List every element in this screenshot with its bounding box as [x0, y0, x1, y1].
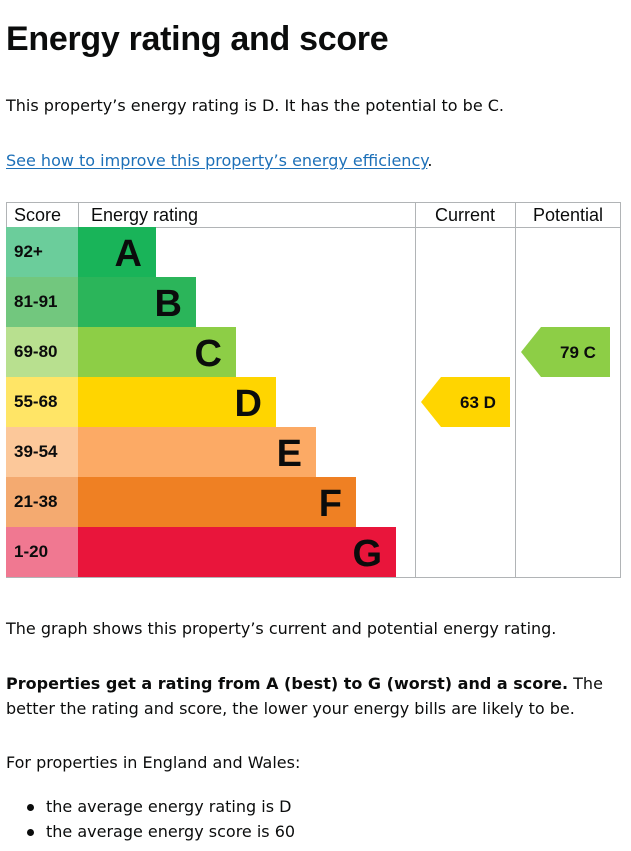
rating-explanation: Properties get a rating from A (best) to…: [6, 671, 624, 721]
rating-bar-a: [78, 227, 156, 277]
score-range-d: 55-68: [14, 392, 57, 411]
score-range-e: 39-54: [14, 442, 58, 461]
rating-letter-f: F: [319, 483, 342, 525]
score-cell-f: [6, 477, 78, 527]
rating-bar-g: [78, 527, 396, 577]
average-rating-item: the average energy rating is D: [6, 794, 295, 819]
rating-bar-d: [78, 377, 276, 427]
average-list: the average energy rating is D the avera…: [6, 794, 295, 844]
potential-rating-arrow: [521, 327, 610, 377]
header-current: Current: [435, 205, 495, 225]
potential-rating-label: 79 C: [560, 343, 596, 362]
header-score: Score: [14, 205, 61, 225]
score-range-a: 92+: [14, 242, 43, 261]
score-range-f: 21-38: [14, 492, 57, 511]
rating-bar-c: [78, 327, 236, 377]
rating-letter-b: B: [155, 283, 182, 325]
score-range-g: 1-20: [14, 542, 48, 561]
score-cell-c: [6, 327, 78, 377]
rating-letter-e: E: [277, 433, 302, 475]
energy-rating-chart: Score Energy rating Current Potential 92+ A 81…: [6, 202, 621, 578]
rating-letter-a: A: [115, 233, 142, 275]
rating-bar-e: [78, 427, 316, 477]
average-score-item: the average energy score is 60: [6, 819, 295, 844]
score-cell-g: [6, 527, 78, 577]
rating-letter-c: C: [195, 333, 222, 375]
region-note: For properties in England and Wales:: [6, 753, 301, 772]
current-rating-arrow: [421, 377, 510, 427]
current-rating-label: 63 D: [460, 393, 496, 412]
score-cell-b: [6, 277, 78, 327]
score-cell-d: [6, 377, 78, 427]
rating-letter-g: G: [352, 533, 382, 575]
score-range-b: 81-91: [14, 292, 57, 311]
score-range-c: 69-80: [14, 342, 57, 361]
link-suffix: .: [427, 151, 433, 170]
rating-letter-d: D: [235, 383, 262, 425]
score-cell-a: [6, 227, 78, 277]
graph-note: The graph shows this property’s current …: [6, 619, 557, 638]
intro-text: This property’s energy rating is D. It h…: [6, 96, 504, 115]
rating-bar-b: [78, 277, 196, 327]
rating-bar-f: [78, 477, 356, 527]
score-cell-e: [6, 427, 78, 477]
header-potential: Potential: [533, 205, 603, 225]
header-energy-rating: Energy rating: [91, 205, 198, 225]
rating-explanation-bold: Properties get a rating from A (best) to…: [6, 674, 569, 693]
rating-explanation-rest: The better the rating and score, the low…: [6, 674, 603, 718]
improve-link-paragraph: See how to improve this property’s energ…: [6, 148, 624, 173]
page-title: Energy rating and score: [6, 20, 389, 58]
improve-efficiency-link[interactable]: See how to improve this property’s energ…: [6, 151, 428, 170]
